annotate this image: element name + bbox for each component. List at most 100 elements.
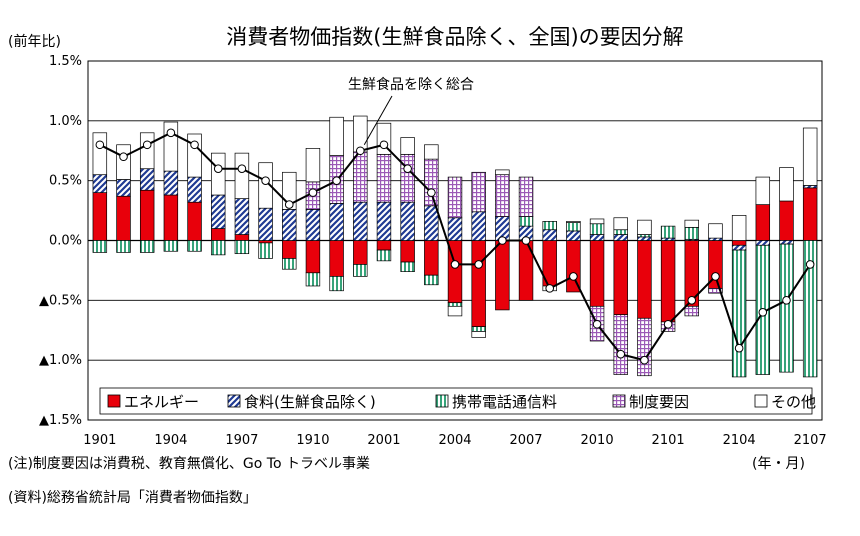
bar-other (802, 127, 818, 186)
y-tick-label: 0.5% (49, 174, 82, 189)
bar-other (471, 331, 486, 338)
x-axis-unit: (年・月) (752, 456, 805, 472)
line-point (95, 140, 105, 150)
note-2: (資料)総務省統計局「消費者物価指数」 (8, 490, 257, 506)
bar-food (92, 174, 108, 193)
legend-swatch-energy (107, 394, 121, 408)
bar-other (305, 148, 321, 183)
bar-mobile (660, 225, 676, 239)
bar-other (234, 152, 250, 199)
bar-food (211, 194, 226, 229)
bar-other (684, 219, 699, 228)
line-point (758, 308, 768, 317)
chart-title: 消費者物価指数(生鮮食品除く、全国)の要因分解 (226, 25, 683, 49)
legend-box (99, 387, 813, 415)
bar-policy (471, 171, 486, 213)
line-point (119, 152, 128, 162)
bar-energy (329, 240, 344, 277)
bar-food (589, 234, 605, 241)
line-point (403, 164, 412, 173)
bar-other (779, 167, 794, 202)
plot-frame (87, 60, 823, 421)
x-tick-label: 1904 (154, 433, 187, 448)
y-tick-label: 0.0% (49, 234, 82, 249)
bar-food (116, 179, 131, 197)
bar-other (708, 223, 723, 239)
line-point (284, 200, 294, 209)
bar-food (566, 230, 581, 241)
line-point (734, 343, 744, 353)
bar-mobile (542, 221, 557, 231)
line-point (450, 260, 460, 269)
legend-swatch-other (754, 394, 768, 408)
annotation-leader (363, 95, 393, 145)
bar-other (329, 116, 344, 156)
x-tick-label: 2107 (794, 433, 827, 448)
bar-other (211, 152, 226, 196)
line-point (663, 319, 673, 329)
bar-energy (305, 240, 321, 274)
bar-energy (424, 240, 439, 276)
bar-food (329, 203, 344, 241)
bar-energy (258, 240, 273, 244)
bar-food (187, 176, 202, 203)
legend-label-mobile: 携帯電話通信料 (452, 393, 557, 411)
bar-policy (613, 314, 628, 375)
bar-other (187, 133, 202, 178)
bar-energy (116, 195, 131, 241)
bar-other (589, 218, 605, 225)
legend-swatch-food (227, 394, 241, 408)
bar-other (731, 215, 747, 241)
x-tick-label: 2004 (438, 433, 471, 448)
bar-food (163, 170, 179, 196)
bar-policy (708, 288, 723, 294)
bar-other (637, 219, 652, 235)
bar-food (802, 185, 818, 189)
bar-other (92, 132, 108, 176)
note-1: (注)制度要因は消費税、教育無償化、Go To トラベル事業 (8, 456, 370, 472)
line-point (616, 349, 626, 359)
bar-energy (92, 192, 108, 241)
bar-food (637, 236, 652, 241)
bar-food (400, 201, 415, 241)
bar-policy (424, 158, 439, 207)
bar-mobile (353, 264, 368, 277)
line-point (166, 128, 176, 138)
x-tick-label: 2101 (652, 433, 685, 448)
bar-mobile (731, 249, 747, 378)
bar-food (613, 234, 628, 241)
bar-mobile (802, 240, 818, 378)
bar-energy (613, 240, 628, 316)
bar-mobile (211, 240, 226, 256)
bar-mobile (518, 216, 534, 227)
bar-mobile (376, 249, 392, 262)
y-axis-unit: (前年比) (8, 33, 61, 50)
bar-policy (518, 176, 534, 217)
bar-other (495, 169, 510, 176)
x-tick-label: 1907 (225, 433, 258, 448)
x-tick-label: 1901 (83, 433, 116, 448)
bar-food (282, 209, 297, 241)
bar-food (376, 201, 392, 241)
bar-mobile (116, 240, 131, 253)
legend-swatch-mobile (435, 394, 449, 408)
bar-mobile (258, 242, 273, 259)
x-tick-label: 1910 (296, 433, 329, 448)
bar-energy (400, 240, 415, 263)
bar-energy (282, 240, 297, 259)
x-tick-label: 2001 (367, 433, 400, 448)
bar-food (542, 229, 557, 241)
bar-food (447, 217, 463, 241)
bar-policy (684, 305, 699, 317)
bar-mobile (447, 302, 463, 307)
bar-policy (495, 174, 510, 217)
bar-other (447, 305, 463, 317)
bar-mobile (424, 274, 439, 286)
bar-policy (400, 153, 415, 203)
bar-other (755, 176, 771, 205)
line-point (474, 260, 483, 269)
line-point (545, 284, 555, 293)
bar-policy (353, 151, 368, 203)
line-point (142, 140, 152, 150)
